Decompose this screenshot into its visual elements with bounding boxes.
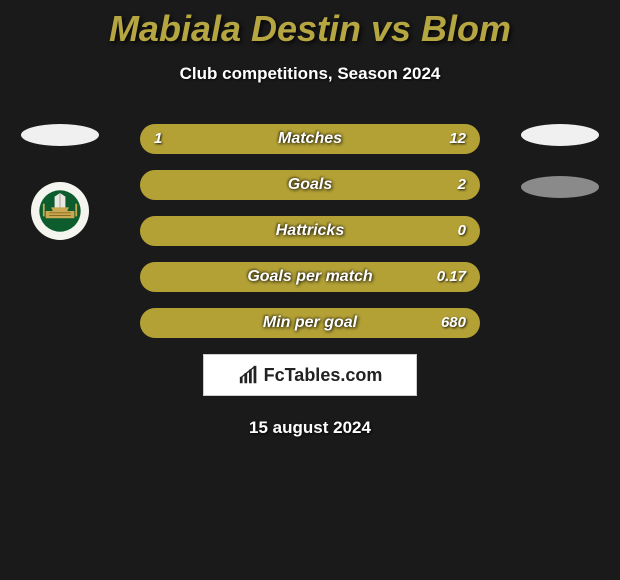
comparison-container: 1Matches12 Goals2 Hattricks0 Goals per matc…: [0, 124, 620, 438]
player-left-photo-placeholder: [21, 124, 99, 146]
stat-bar: Hattricks0: [140, 216, 480, 246]
timbers-crest-icon: [33, 184, 87, 238]
player-left-club-badge: [31, 182, 89, 240]
stat-label: Goals: [140, 170, 480, 200]
stat-bar: Goals2: [140, 170, 480, 200]
stat-value-right: 0.17: [437, 262, 466, 292]
source-logo-box: FcTables.com: [203, 354, 417, 396]
stat-value-right: 12: [449, 124, 466, 154]
page-title: Mabiala Destin vs Blom: [0, 0, 620, 50]
player-right-club-placeholder: [521, 176, 599, 198]
chart-icon: [238, 364, 260, 386]
stat-label: Goals per match: [140, 262, 480, 292]
source-logo-text: FcTables.com: [264, 365, 383, 386]
stat-value-right: 680: [441, 308, 466, 338]
subtitle: Club competitions, Season 2024: [0, 64, 620, 84]
stats-bars: 1Matches12 Goals2 Hattricks0 Goals per matc…: [140, 124, 480, 338]
stat-label: Hattricks: [140, 216, 480, 246]
stat-value-right: 0: [458, 216, 466, 246]
stat-bar: Goals per match0.17: [140, 262, 480, 292]
stat-value-right: 2: [458, 170, 466, 200]
player-right-photo-placeholder: [521, 124, 599, 146]
stat-label: Matches: [140, 124, 480, 154]
stat-bar: Min per goal680: [140, 308, 480, 338]
stat-bar: 1Matches12: [140, 124, 480, 154]
date-text: 15 august 2024: [0, 418, 620, 438]
stat-label: Min per goal: [140, 308, 480, 338]
